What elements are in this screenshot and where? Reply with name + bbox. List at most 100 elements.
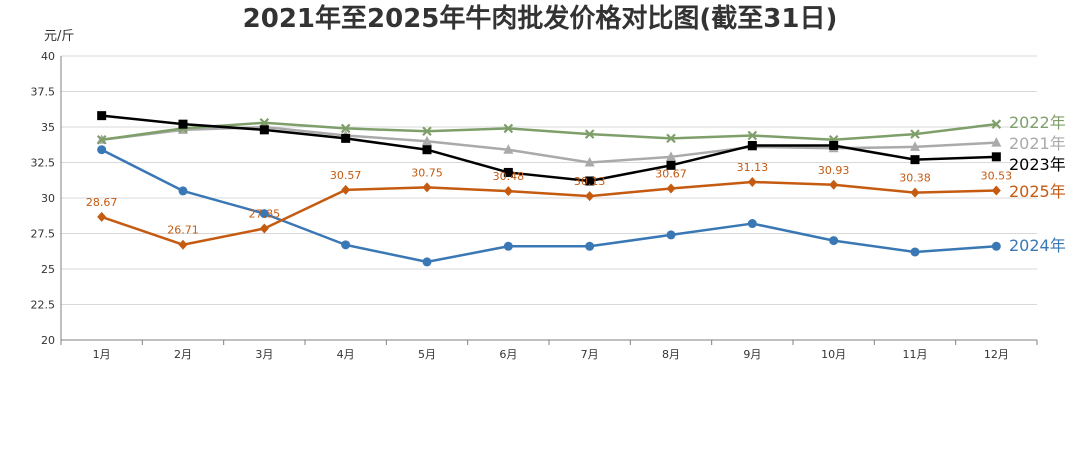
- series-2023年: [97, 111, 1001, 186]
- data-point: [340, 123, 351, 134]
- axes: 元/斤 20 22.5 25 27.5 30 32.5 35 37.5 40 1月 2月 3月 4月 5月 6…: [31, 29, 1038, 361]
- data-label: 30.57: [330, 169, 362, 182]
- data-point: [178, 119, 188, 129]
- data-point: [422, 257, 432, 267]
- data-label: 30.13: [574, 175, 606, 188]
- y-tick-label: 40: [41, 50, 55, 63]
- x-tick-label: 3月: [255, 348, 273, 361]
- data-label: 31.13: [737, 161, 769, 174]
- legend: 2021年 2024年 2022年 2023年 2025年: [1009, 113, 1066, 255]
- x-tick-label: 12月: [984, 348, 1009, 361]
- legend-entry: 2024年: [1009, 236, 1066, 255]
- chart-title: 2021年至2025年牛肉批发价格对比图(截至31日): [242, 4, 838, 34]
- data-point: [666, 133, 676, 144]
- y-tick-label: 27.5: [31, 228, 56, 241]
- data-label: 30.93: [818, 164, 850, 177]
- data-point: [503, 186, 513, 197]
- data-point: [991, 137, 1002, 147]
- data-point: [584, 129, 595, 139]
- data-point: [503, 167, 513, 177]
- data-point: [747, 140, 757, 150]
- legend-entry: 2023年: [1009, 155, 1066, 174]
- series-line: [101, 114, 997, 183]
- data-point: [910, 155, 920, 165]
- x-tick-label: 11月: [903, 348, 928, 361]
- data-point: [829, 179, 839, 190]
- y-tick-label: 37.5: [31, 86, 56, 99]
- data-label: 27.85: [249, 208, 281, 221]
- data-point: [585, 191, 595, 202]
- data-point: [666, 183, 676, 194]
- data-point: [96, 135, 107, 145]
- data-point: [910, 247, 920, 257]
- series-line: [101, 121, 997, 142]
- x-tick-label: 10月: [821, 348, 846, 361]
- data-point: [97, 211, 107, 222]
- series-2025年: [97, 176, 1001, 250]
- x-tick-label: 6月: [499, 348, 517, 361]
- data-point: [503, 144, 514, 154]
- data-point: [422, 135, 432, 146]
- data-point: [422, 126, 432, 137]
- data-point: [178, 239, 188, 250]
- data-label: 30.67: [655, 167, 687, 180]
- x-tick-label: 1月: [93, 348, 111, 361]
- series-2022年: [96, 117, 1002, 145]
- data-point: [910, 187, 920, 198]
- y-tick-label: 20: [41, 334, 55, 347]
- data-point: [341, 240, 351, 250]
- data-labels: 28.67 26.71 27.85 30.57 30.75 30.48 30.13 30.67…: [86, 161, 1012, 237]
- legend-entry: 2022年: [1009, 113, 1066, 132]
- data-point: [585, 176, 595, 186]
- data-point: [341, 133, 351, 143]
- data-point: [747, 219, 757, 229]
- y-tick-label: 35: [41, 121, 55, 134]
- data-point: [259, 125, 269, 135]
- data-label: 28.67: [86, 196, 118, 209]
- legend-entry: 2021年: [1009, 134, 1066, 153]
- data-point: [910, 129, 920, 139]
- data-point: [747, 130, 758, 141]
- x-tick-label: 7月: [581, 348, 599, 361]
- y-tick-label: 32.5: [31, 157, 56, 170]
- y-tick-label: 25: [41, 263, 55, 276]
- data-point: [178, 186, 188, 196]
- x-tick-label: 8月: [662, 348, 680, 361]
- x-tick-label: 4月: [337, 348, 355, 361]
- data-label: 30.53: [981, 169, 1013, 182]
- data-label: 30.48: [493, 170, 525, 183]
- data-point: [991, 185, 1001, 196]
- legend-entry: 2025年: [1009, 182, 1066, 201]
- data-point: [829, 236, 839, 246]
- data-label: 30.75: [411, 166, 443, 179]
- data-point: [422, 145, 432, 155]
- data-point: [829, 140, 839, 150]
- data-point: [666, 160, 676, 170]
- data-point: [585, 241, 595, 251]
- series-line: [101, 148, 997, 264]
- data-point: [503, 123, 514, 134]
- data-point: [747, 176, 757, 187]
- data-point: [259, 209, 269, 219]
- data-point: [910, 141, 920, 151]
- series-2024年: [97, 145, 1001, 267]
- data-point: [341, 184, 351, 195]
- data-point: [991, 241, 1001, 251]
- data-point: [97, 111, 107, 121]
- x-tick-label: 5月: [418, 348, 436, 361]
- x-tick-label: 9月: [743, 348, 761, 361]
- y-tick-label: 22.5: [31, 299, 56, 312]
- data-point: [503, 241, 513, 251]
- data-point: [666, 230, 676, 240]
- data-point: [422, 182, 432, 193]
- data-label: 26.71: [167, 224, 199, 237]
- data-point: [584, 157, 595, 167]
- data-point: [991, 152, 1001, 162]
- data-point: [97, 145, 107, 155]
- series-line: [101, 180, 997, 246]
- data-point: [991, 119, 1002, 129]
- y-axis-unit: 元/斤: [44, 29, 74, 44]
- x-tick-label: 2月: [174, 348, 192, 361]
- y-tick-label: 30: [41, 192, 55, 205]
